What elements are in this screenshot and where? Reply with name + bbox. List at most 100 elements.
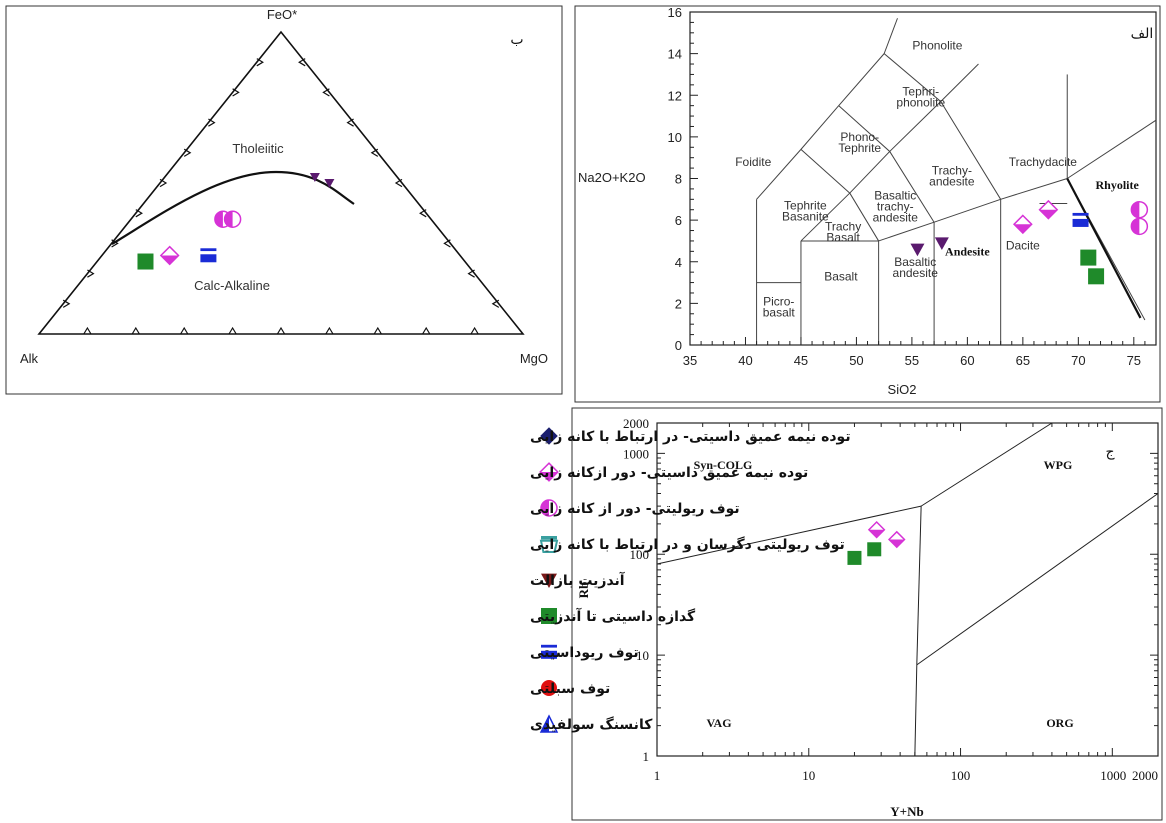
tas-field-line: [940, 101, 1002, 200]
ternary-tick: [394, 178, 403, 188]
rb-field-line: [916, 493, 1159, 666]
tas-field-label: Trachy Basalt: [825, 220, 861, 245]
rb-y-tick-label: 10: [636, 648, 649, 663]
rb-panel-frame: [571, 407, 1163, 821]
rb-field-line: [920, 422, 1053, 507]
ternary-tick: [346, 118, 354, 127]
tas-x-tick-label: 45: [794, 353, 808, 368]
rb-field-org: ORG: [1046, 716, 1073, 730]
legend-marker-cup: [539, 536, 559, 553]
legend-marker-diamond-half: [539, 462, 559, 482]
ternary-tick: [370, 148, 379, 157]
tas-point: [1072, 212, 1089, 227]
tas-x-tick-label: 55: [905, 353, 919, 368]
tas-x-tick-label: 60: [960, 353, 974, 368]
ternary-tick: [256, 58, 264, 67]
ternary-tick: [228, 326, 237, 335]
ternary-points: [137, 172, 335, 270]
ternary-tick: [131, 326, 140, 335]
tas-field-labels: Phonolite Tephri-phonolite Phono-Tephrite F…: [735, 38, 1139, 319]
rb-x-tick-label: 1000: [1100, 768, 1126, 783]
tas-field-line: [883, 53, 942, 102]
tas-y-tick-label: 6: [675, 213, 682, 228]
rb-x-tick-label: 1: [654, 768, 661, 783]
ternary-tick: [322, 88, 330, 97]
ternary-panel-letter: ب: [510, 32, 523, 48]
tas-field-label: Trachy-andesite: [929, 163, 975, 188]
rb-ylabel: Rb: [576, 582, 591, 599]
tas-x-tick-label: 65: [1016, 353, 1030, 368]
rb-y-tick-label: 1000: [623, 446, 649, 461]
legend-item: توده نیمه عمیق داسیتی- در ارتباط با کانه…: [530, 427, 851, 445]
tas-point: [910, 243, 925, 257]
ternary-vertex-right: MgO: [520, 351, 548, 366]
tas-field-label: Tephrite Basanite: [782, 199, 829, 224]
tas-field-label: Foidite: [735, 155, 771, 169]
tas-y-tick-label: 16: [668, 5, 682, 20]
tas-field-label: Andesite: [945, 245, 990, 259]
ternary-vertex-left: Alk: [20, 351, 39, 366]
tas-x-tick-label: 70: [1071, 353, 1085, 368]
tas-field-line: [1066, 119, 1157, 179]
legend-label: توف ریوداسیتی: [530, 645, 639, 661]
tas-x-tick-label: 75: [1127, 353, 1141, 368]
tas-field-line: [800, 148, 851, 194]
rb-point: [888, 530, 906, 549]
tas-ticks: 35 40 45 50 55 60 65 70 75 0 2 4 6 8 10 12 14 16: [668, 5, 1157, 368]
tas-field-line: [889, 101, 942, 152]
legend-label: گدازه داسیتی تا آندزیتی: [530, 607, 696, 625]
rb-y-tick-label: 2000: [623, 416, 649, 431]
ternary-tick: [183, 148, 192, 157]
legend-item: توف ریولیتی- دور از کانه زایی: [530, 499, 740, 517]
rb-x-tick-label: 100: [951, 768, 971, 783]
legend-marker-half-circle: [540, 499, 558, 517]
ternary-tick: [208, 118, 216, 127]
afm-ternary-diagram: FeO* Alk MgO Tholeiitic Calc-Alkaline ب: [20, 7, 548, 366]
tas-point: [1038, 199, 1059, 220]
rb-points: [847, 520, 906, 565]
tas-point: [1088, 268, 1105, 285]
rb-point: [847, 550, 862, 565]
rb-y-tick-label: 1: [643, 749, 650, 764]
ternary-point: [137, 253, 154, 270]
rb-field-wpg: WPG: [1044, 458, 1073, 472]
legend-label: توف سبلتی: [530, 681, 610, 697]
tas-panel-letter: الف: [1131, 26, 1154, 42]
tas-field-boundaries: [756, 18, 1157, 345]
legend-marker-triangle-down: [541, 573, 557, 588]
rb-field-line: [656, 505, 922, 565]
rb-x-tick-label: 10: [802, 768, 815, 783]
tas-x-tick-label: 35: [683, 353, 697, 368]
tas-x-tick-label: 40: [738, 353, 752, 368]
ternary-tick: [298, 58, 306, 67]
legend-label: توف ریولیتی- دور از کانه زایی: [530, 501, 740, 517]
ternary-tick: [325, 326, 334, 335]
tas-field-line: [849, 151, 891, 194]
legend-item: توف ریوداسیتی: [530, 644, 639, 661]
legend-marker-square: [541, 608, 557, 624]
ternary-tick: [232, 88, 240, 97]
rb-point: [867, 520, 886, 539]
tas-rhyolite-boundary: [1066, 177, 1142, 319]
tas-panel-frame: [574, 5, 1161, 403]
ternary-tick: [180, 326, 189, 335]
legend-label: آندزیت بازالت: [530, 571, 626, 589]
legend-item: آندزیت بازالت: [530, 571, 626, 589]
ternary-tick: [443, 239, 451, 248]
tas-y-tick-label: 2: [675, 296, 682, 311]
ternary-triangle: [37, 30, 525, 335]
ternary-tick: [467, 269, 475, 278]
tholeiitic-calc-alkaline-divider: [111, 170, 355, 245]
legend-item: توف ریولیتی دگرسان و در ارتباط با کانه ز…: [530, 536, 845, 553]
tas-field-label: Basalt: [824, 269, 858, 283]
ternary-tick: [87, 269, 95, 278]
ternary-tick: [373, 326, 382, 335]
legend-label: توده نیمه عمیق داسیتی- دور ازکانه زایی: [530, 465, 808, 481]
ternary-point: [159, 245, 180, 266]
tas-field-label: Basaltic trachy-andesite: [873, 188, 919, 224]
rb-panel-letter: ج: [1105, 444, 1115, 460]
tas-point: [1080, 249, 1097, 266]
ternary-point: [223, 210, 242, 228]
tas-xlabel: SiO2: [888, 382, 917, 397]
